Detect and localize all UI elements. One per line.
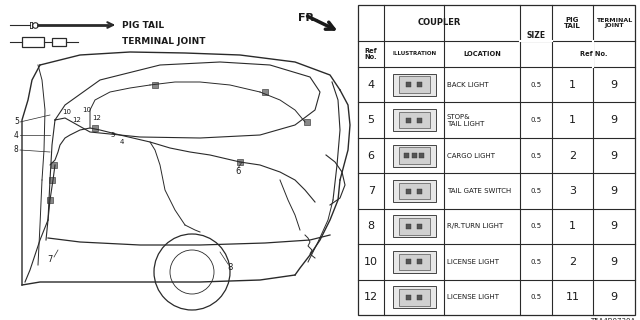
Bar <box>22 37 44 47</box>
Text: 12: 12 <box>72 117 81 123</box>
Text: 0.5: 0.5 <box>531 153 541 159</box>
Bar <box>49 177 55 183</box>
Bar <box>399 254 429 270</box>
Bar <box>393 109 436 131</box>
Bar <box>406 82 412 87</box>
Text: 0.5: 0.5 <box>531 82 541 88</box>
Bar <box>393 251 436 273</box>
Text: 0.5: 0.5 <box>531 188 541 194</box>
Bar <box>417 259 422 264</box>
Text: 7: 7 <box>367 186 375 196</box>
Bar <box>406 118 412 123</box>
Bar <box>399 76 429 93</box>
Text: 1: 1 <box>569 115 576 125</box>
Text: 2: 2 <box>569 151 576 161</box>
Text: TAIL GATE SWITCH: TAIL GATE SWITCH <box>447 188 511 194</box>
Text: 11: 11 <box>565 292 579 302</box>
Text: LOCATION: LOCATION <box>463 51 501 57</box>
Text: 12: 12 <box>92 115 101 121</box>
Text: 9: 9 <box>611 221 618 231</box>
Text: CARGO LIGHT: CARGO LIGHT <box>447 153 495 159</box>
Text: 8: 8 <box>14 146 19 155</box>
Text: 9: 9 <box>611 80 618 90</box>
Text: 1: 1 <box>569 80 576 90</box>
Bar <box>417 224 422 229</box>
Bar <box>417 82 422 87</box>
Bar <box>406 295 412 300</box>
Text: 0.5: 0.5 <box>531 117 541 123</box>
Bar <box>393 145 436 166</box>
Bar <box>406 259 412 264</box>
Text: 12: 12 <box>364 292 378 302</box>
Bar <box>393 286 436 308</box>
Text: 10: 10 <box>62 109 71 115</box>
Text: T5A4B0730A: T5A4B0730A <box>589 318 635 320</box>
Text: LICENSE LIGHT: LICENSE LIGHT <box>447 259 499 265</box>
Text: TERMINAL JOINT: TERMINAL JOINT <box>122 37 205 46</box>
Text: 0.5: 0.5 <box>531 259 541 265</box>
Text: 4: 4 <box>14 131 19 140</box>
Text: 10: 10 <box>82 107 91 113</box>
Text: 4: 4 <box>367 80 375 90</box>
Text: 9: 9 <box>611 151 618 161</box>
Bar <box>404 153 409 158</box>
Text: 0.5: 0.5 <box>531 294 541 300</box>
Bar <box>152 82 158 88</box>
Text: 0.5: 0.5 <box>531 223 541 229</box>
Text: 1: 1 <box>569 221 576 231</box>
Text: Ref No.: Ref No. <box>580 51 607 57</box>
Text: ILLUSTRATION: ILLUSTRATION <box>392 51 436 56</box>
Bar <box>237 159 243 165</box>
Text: BACK LIGHT: BACK LIGHT <box>447 82 488 88</box>
Text: STOP&
TAIL LIGHT: STOP& TAIL LIGHT <box>447 114 484 127</box>
Text: 5: 5 <box>367 115 374 125</box>
Text: SIZE: SIZE <box>527 31 545 41</box>
Bar <box>393 180 436 202</box>
Text: 10: 10 <box>364 257 378 267</box>
Text: Ref
No.: Ref No. <box>365 48 378 60</box>
Text: 7: 7 <box>47 255 52 265</box>
Text: 8: 8 <box>367 221 375 231</box>
Bar <box>406 188 412 194</box>
Bar <box>262 89 268 95</box>
Text: FR.: FR. <box>298 13 319 23</box>
Bar <box>399 218 429 235</box>
Text: LICENSE LIGHT: LICENSE LIGHT <box>447 294 499 300</box>
Bar <box>419 153 424 158</box>
Text: R/R.TURN LIGHT: R/R.TURN LIGHT <box>447 223 503 229</box>
Bar <box>51 162 57 168</box>
Bar <box>399 147 429 164</box>
Bar <box>399 183 429 199</box>
Text: 9: 9 <box>611 257 618 267</box>
Bar <box>406 224 412 229</box>
Bar <box>399 112 429 128</box>
Text: 2: 2 <box>569 257 576 267</box>
Bar <box>304 119 310 125</box>
Bar <box>52 38 66 46</box>
Text: COUPLER: COUPLER <box>417 18 461 27</box>
Text: 6: 6 <box>236 167 241 177</box>
Bar <box>92 125 98 131</box>
Bar <box>412 153 417 158</box>
Text: 4: 4 <box>120 139 124 145</box>
Bar <box>393 215 436 237</box>
Text: TERMINAL
JOINT: TERMINAL JOINT <box>596 18 632 28</box>
Text: 5: 5 <box>110 132 115 138</box>
Bar <box>417 295 422 300</box>
Text: 9: 9 <box>611 115 618 125</box>
Text: 5: 5 <box>14 117 19 126</box>
Text: 8: 8 <box>227 263 233 273</box>
Bar <box>47 197 53 203</box>
Bar <box>393 74 436 96</box>
Text: 9: 9 <box>611 186 618 196</box>
Bar <box>417 118 422 123</box>
Bar <box>417 188 422 194</box>
Bar <box>399 289 429 306</box>
Text: PIG
TAIL: PIG TAIL <box>564 17 580 29</box>
Text: 6: 6 <box>367 151 374 161</box>
Text: PIG TAIL: PIG TAIL <box>122 20 164 29</box>
Text: 9: 9 <box>611 292 618 302</box>
Text: 3: 3 <box>569 186 576 196</box>
Bar <box>358 5 635 315</box>
